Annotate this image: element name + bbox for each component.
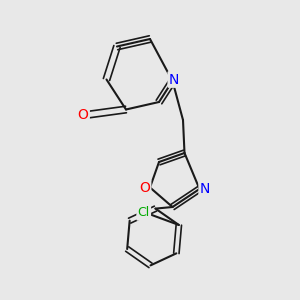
Text: N: N	[169, 73, 179, 86]
Text: Cl: Cl	[138, 206, 150, 220]
Text: O: O	[139, 181, 150, 194]
Text: N: N	[200, 182, 210, 196]
Text: O: O	[78, 108, 88, 122]
